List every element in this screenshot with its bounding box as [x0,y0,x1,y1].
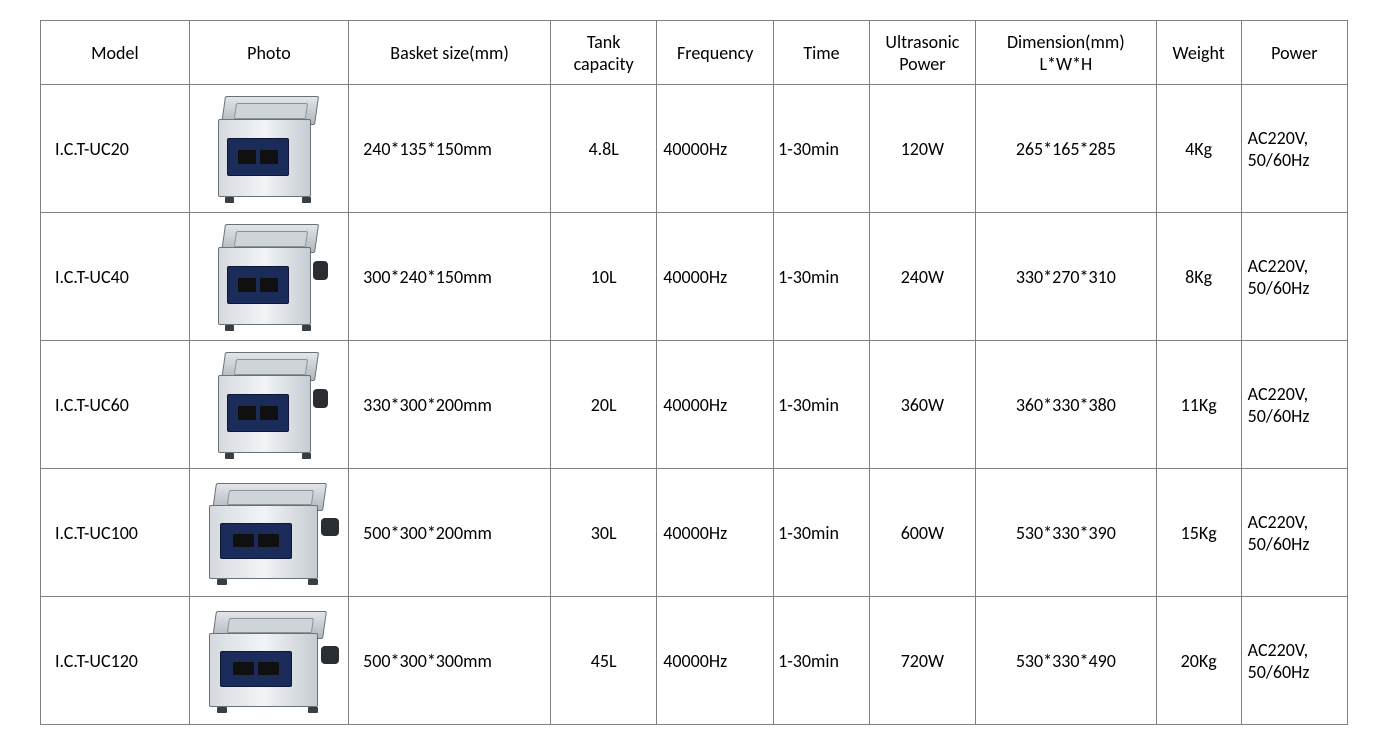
cell-basket: 300*240*150mm [349,213,551,341]
product-image [204,611,334,711]
product-image [214,224,324,329]
cell-power: AC220V, 50/60Hz [1241,597,1347,725]
cell-time: 1-30min [774,341,870,469]
cell-freq: 40000Hz [657,213,774,341]
cell-model: I.C.T-UC40 [41,213,190,341]
cell-freq: 40000Hz [657,85,774,213]
cell-freq: 40000Hz [657,341,774,469]
col-weight: Weight [1156,21,1241,85]
cell-dim: 530*330*490 [976,597,1157,725]
cell-upower: 720W [869,597,975,725]
col-model: Model [41,21,190,85]
cell-model: I.C.T-UC120 [41,597,190,725]
cell-power: AC220V, 50/60Hz [1241,213,1347,341]
cell-tank: 4.8L [551,85,657,213]
cell-weight: 8Kg [1156,213,1241,341]
table-row: I.C.T-UC60 330*300*200mm20L40000Hz1-30min… [41,341,1348,469]
cell-model: I.C.T-UC20 [41,85,190,213]
cell-photo [189,213,348,341]
col-basket: Basket size(mm) [349,21,551,85]
cell-upower: 600W [869,469,975,597]
cell-time: 1-30min [774,213,870,341]
product-image [214,352,324,457]
col-photo: Photo [189,21,348,85]
cell-basket: 240*135*150mm [349,85,551,213]
cell-upower: 120W [869,85,975,213]
cell-time: 1-30min [774,597,870,725]
cell-freq: 40000Hz [657,597,774,725]
product-image [204,483,334,583]
spec-table: Model Photo Basket size(mm) Tank capacit… [40,20,1348,725]
table-row: I.C.T-UC120 500*300*300mm45L40000Hz1-30mi… [41,597,1348,725]
cell-tank: 45L [551,597,657,725]
cell-time: 1-30min [774,85,870,213]
cell-time: 1-30min [774,469,870,597]
col-dim: Dimension(mm) L*W*H [976,21,1157,85]
table-row: I.C.T-UC100 500*300*200mm30L40000Hz1-30mi… [41,469,1348,597]
cell-tank: 10L [551,213,657,341]
cell-power: AC220V, 50/60Hz [1241,469,1347,597]
cell-dim: 530*330*390 [976,469,1157,597]
cell-basket: 330*300*200mm [349,341,551,469]
col-tank: Tank capacity [551,21,657,85]
product-image [214,96,324,201]
cell-dim: 265*165*285 [976,85,1157,213]
col-upower: Ultrasonic Power [869,21,975,85]
table-row: I.C.T-UC40 300*240*150mm10L40000Hz1-30min… [41,213,1348,341]
cell-tank: 20L [551,341,657,469]
cell-model: I.C.T-UC100 [41,469,190,597]
cell-basket: 500*300*200mm [349,469,551,597]
cell-photo [189,85,348,213]
cell-weight: 15Kg [1156,469,1241,597]
table-row: I.C.T-UC20 240*135*150mm4.8L40000Hz1-30mi… [41,85,1348,213]
cell-dim: 360*330*380 [976,341,1157,469]
cell-power: AC220V, 50/60Hz [1241,341,1347,469]
col-power: Power [1241,21,1347,85]
cell-tank: 30L [551,469,657,597]
cell-power: AC220V, 50/60Hz [1241,85,1347,213]
cell-upower: 360W [869,341,975,469]
cell-weight: 11Kg [1156,341,1241,469]
table-body: I.C.T-UC20240*135*150mm4.8L40000Hz1-30mi… [41,85,1348,725]
col-time: Time [774,21,870,85]
cell-dim: 330*270*310 [976,213,1157,341]
cell-weight: 4Kg [1156,85,1241,213]
cell-photo [189,597,348,725]
cell-basket: 500*300*300mm [349,597,551,725]
cell-freq: 40000Hz [657,469,774,597]
cell-upower: 240W [869,213,975,341]
cell-photo [189,341,348,469]
cell-photo [189,469,348,597]
cell-model: I.C.T-UC60 [41,341,190,469]
col-freq: Frequency [657,21,774,85]
cell-weight: 20Kg [1156,597,1241,725]
table-header: Model Photo Basket size(mm) Tank capacit… [41,21,1348,85]
